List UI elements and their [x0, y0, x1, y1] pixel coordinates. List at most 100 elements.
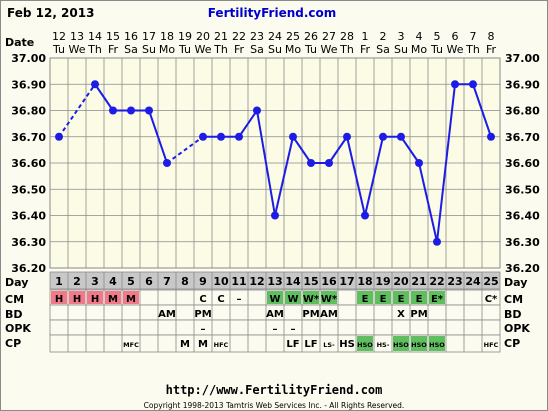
cm-value: – — [237, 294, 242, 305]
day-number: 2 — [73, 275, 81, 288]
y-tick-label: 36.70 — [505, 131, 540, 144]
date-number: 26 — [304, 30, 318, 43]
cm-value: H — [91, 294, 99, 305]
cm-cell-fill — [123, 291, 139, 304]
weekday-label: Sa — [376, 43, 390, 56]
bd-value: PM — [410, 309, 427, 320]
temperature-point — [361, 211, 369, 220]
weekday-label: Tu — [178, 43, 191, 56]
day-number: 6 — [145, 275, 153, 288]
cm-value: M — [126, 294, 136, 305]
y-tick-label: 36.40 — [11, 210, 46, 223]
temperature-point — [253, 106, 261, 115]
cm-value: W* — [321, 294, 338, 305]
date-number: 18 — [160, 30, 174, 43]
cm-value: W — [287, 294, 298, 305]
series-segment — [472, 83, 492, 138]
day-row-label: Day — [5, 276, 28, 289]
day-number: 22 — [429, 275, 444, 288]
cm-cell-fill — [321, 291, 337, 304]
date-number: 28 — [340, 30, 354, 43]
date-number: 15 — [106, 30, 120, 43]
cm-cell-fill — [303, 291, 319, 304]
day-row — [49, 271, 501, 290]
cm-cell-fill — [87, 291, 103, 304]
day-number: 11 — [231, 275, 246, 288]
day-number: 25 — [483, 275, 498, 288]
weekday-label: Th — [213, 43, 228, 56]
cp-value: HSO — [429, 341, 445, 349]
temperature-point — [235, 132, 243, 141]
temperature-series — [55, 80, 495, 246]
y-tick-label: 36.60 — [11, 157, 46, 170]
y-tick-label: 36.50 — [505, 183, 540, 196]
date-number: 22 — [232, 30, 246, 43]
bd-row-label: BD — [5, 308, 23, 321]
day-number: 23 — [447, 275, 462, 288]
temperature-point — [55, 132, 63, 141]
footer-copyright: Copyright 1998-2013 Tamtris Web Services… — [144, 401, 405, 410]
weekday-label: Su — [268, 43, 282, 56]
date-number: 5 — [434, 30, 441, 43]
temperature-point — [199, 132, 207, 141]
y-tick-label: 36.50 — [11, 183, 46, 196]
day-number: 12 — [249, 275, 264, 288]
weekday-label: We — [321, 43, 338, 56]
date-number: 14 — [88, 30, 102, 43]
cp-cell-fill — [429, 336, 445, 351]
series-segment — [364, 136, 384, 216]
temperature-point — [397, 132, 405, 141]
grid-lines — [50, 58, 500, 268]
temperature-point — [217, 132, 225, 141]
cm-cell-fill — [357, 291, 373, 304]
weekday-label: Fr — [486, 43, 497, 56]
y-tick-label: 37.00 — [505, 52, 540, 65]
opk-row-label: OPK — [5, 322, 31, 335]
series-segment — [148, 110, 168, 164]
weekday-label: Fr — [234, 43, 245, 56]
weekday-label: Mo — [285, 43, 301, 56]
cp-value: HFC — [214, 341, 229, 349]
day-number: 21 — [411, 275, 426, 288]
weekday-label: We — [195, 43, 212, 56]
weekday-label: Th — [87, 43, 102, 56]
day-row-label-right: Day — [504, 276, 527, 289]
date-numbers: 12 13 14 15 16 17 18 19 20 21 22 23 24 25 26 27 28 1 2 3 4 5 6… — [52, 30, 495, 43]
cp-row-label-right: CP — [504, 337, 520, 350]
series-segment — [418, 162, 438, 242]
y-tick-label: 36.80 — [505, 105, 540, 118]
cm-cell-fill — [375, 291, 391, 304]
date-number: 23 — [250, 30, 264, 43]
cm-cell-fill — [429, 291, 445, 304]
day-number: 13 — [267, 275, 282, 288]
opk-row-label-right: OPK — [504, 322, 530, 335]
date-number: 25 — [286, 30, 300, 43]
observation-table: 1 2 3 4 5 6 7 8 9 10 11 12 13 14 15 16 17 18 19 20 21 22 23 24 2… — [49, 271, 501, 353]
day-number: 16 — [321, 275, 337, 288]
cm-row-label-right: CM — [504, 293, 523, 306]
footer-url[interactable]: http://www.FertilityFriend.com — [166, 383, 383, 397]
cp-value: HSO — [393, 341, 409, 349]
weekday-label: Sa — [124, 43, 138, 56]
site-title[interactable]: FertilityFriend.com — [208, 6, 337, 20]
weekday-label: Sa — [250, 43, 264, 56]
cp-value: LS- — [323, 341, 335, 349]
bd-value: AM — [320, 309, 338, 320]
cp-value: HSO — [411, 341, 427, 349]
y-tick-label: 36.90 — [505, 78, 540, 91]
cp-value: HFC — [484, 341, 499, 349]
cm-cell-fill — [69, 291, 85, 304]
cm-value: C — [217, 294, 224, 305]
cp-value: HS- — [377, 341, 390, 349]
day-number: 14 — [285, 275, 301, 288]
cp-value: M — [180, 339, 190, 350]
temperature-point — [469, 80, 477, 89]
weekday-label: Tu — [430, 43, 443, 56]
cm-value: C — [199, 294, 206, 305]
day-number: 18 — [357, 275, 372, 288]
series-segment — [58, 83, 96, 138]
temperature-point — [127, 106, 135, 115]
date-number: 2 — [380, 30, 387, 43]
date-number: 3 — [398, 30, 405, 43]
day-number: 15 — [303, 275, 318, 288]
